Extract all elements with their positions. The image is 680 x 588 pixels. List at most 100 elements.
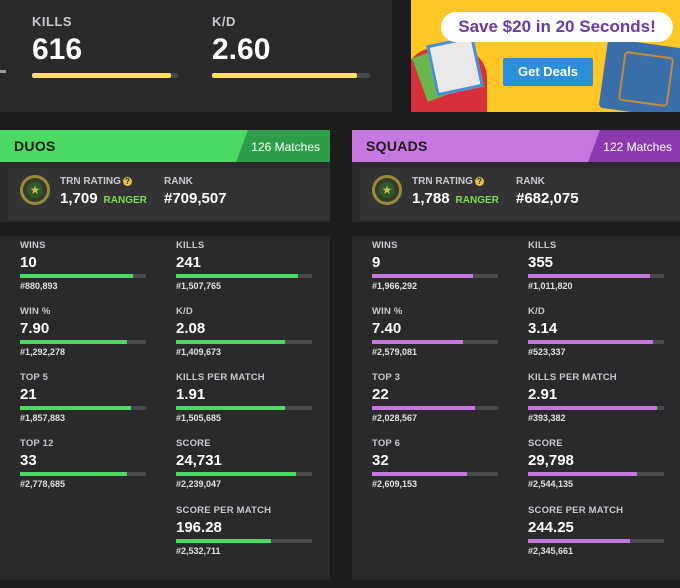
stat-bar xyxy=(20,472,146,476)
stat-block: KILLS PER MATCH 1.91 #1,505,685 xyxy=(176,372,316,423)
stat-label: WIN % xyxy=(372,306,403,317)
stat-block: SCORE 29,798 #2,544,135 xyxy=(528,438,668,489)
stat-label: TOP 3 xyxy=(372,372,401,383)
rating-value: 1,788 RANGER xyxy=(412,190,499,207)
stat-bar xyxy=(32,73,178,78)
stat-rank: #1,011,820 xyxy=(528,281,573,291)
stat-rank: #2,345,661 xyxy=(528,546,574,556)
stat-rank: #2,028,567 xyxy=(372,413,418,423)
stat-value: 29,798 xyxy=(528,452,574,469)
stat-label: KILLS xyxy=(32,14,73,29)
notebook-image xyxy=(426,35,484,97)
header-tab xyxy=(236,130,330,162)
stat-value: 3.14 xyxy=(528,320,558,337)
duos-panel: DUOS 126 Matches ★ TRN RATING? 1,709 RANG… xyxy=(0,130,330,580)
stat-value: 2.60 xyxy=(212,33,271,66)
stat-bar xyxy=(528,539,664,543)
info-icon[interactable]: ? xyxy=(474,177,484,186)
stat-value: 10 xyxy=(20,254,37,271)
stat-bar xyxy=(20,340,146,344)
stat-bar xyxy=(528,274,664,278)
header-tab xyxy=(588,130,680,162)
divider xyxy=(352,222,680,236)
stat-block: WINS 9 #1,966,292 xyxy=(372,240,512,291)
stat-value: 9 xyxy=(372,254,381,271)
stat-label: KILLS xyxy=(176,240,205,251)
stat-rank: #1,292,278 xyxy=(20,347,66,357)
jeans-pocket-image xyxy=(617,50,675,108)
stat-block: TOP 6 32 #2,609,153 xyxy=(372,438,512,489)
panel-header: SQUADS 122 Matches xyxy=(352,130,680,162)
stat-block: K/D 3.14 #523,337 xyxy=(528,306,668,357)
stat-value: 2.91 xyxy=(528,386,558,403)
squads-panel: SQUADS 122 Matches ★ TRN RATING? 1,788 RA… xyxy=(352,130,680,580)
stat-bar xyxy=(20,274,146,278)
stat-label: SCORE xyxy=(176,438,211,449)
rating-label: TRN RATING? xyxy=(60,176,132,187)
stat-block: KILLS 355 #1,011,820 xyxy=(528,240,668,291)
stat-bar xyxy=(528,472,664,476)
advertisement-banner[interactable]: Save $20 in 20 Seconds! Get Deals xyxy=(411,0,680,112)
stat-label: TOP 6 xyxy=(372,438,401,449)
stat-bar xyxy=(176,274,312,278)
stat-value: 33 xyxy=(20,452,37,469)
stat-value: 21 xyxy=(20,386,37,403)
edge-bar xyxy=(0,70,6,73)
stat-rank: #2,532,711 xyxy=(176,546,221,556)
rank-value: #682,075 xyxy=(516,190,579,207)
overall-kills: KILLS 616 xyxy=(32,14,178,78)
stat-block: WIN % 7.90 #1,292,278 xyxy=(20,306,160,357)
stat-bar xyxy=(372,340,498,344)
stat-bar xyxy=(372,472,498,476)
stat-value: 2.08 xyxy=(176,320,206,337)
matches-count: 122 Matches xyxy=(603,140,672,154)
stat-rank: #1,505,685 xyxy=(176,413,222,423)
stat-rank: #880,893 xyxy=(20,281,58,291)
stat-label: TOP 5 xyxy=(20,372,49,383)
rank-label: RANK xyxy=(164,176,193,187)
stat-block: TOP 12 33 #2,778,685 xyxy=(20,438,160,489)
stat-value: 7.90 xyxy=(20,320,50,337)
stat-value: 24,731 xyxy=(176,452,222,469)
rank-value: #709,507 xyxy=(164,190,227,207)
stat-label: SCORE PER MATCH xyxy=(528,505,624,516)
stat-value: 196.28 xyxy=(176,519,222,536)
tier-badge: RANGER xyxy=(455,195,499,206)
rank-emblem-icon: ★ xyxy=(372,175,402,205)
rating-value: 1,709 RANGER xyxy=(60,190,147,207)
stat-block: WIN % 7.40 #2,579,081 xyxy=(372,306,512,357)
stat-value: 241 xyxy=(176,254,202,271)
stat-rank: #1,409,673 xyxy=(176,347,222,357)
stat-bar xyxy=(20,406,146,410)
overall-kd: K/D 2.60 xyxy=(212,14,370,78)
stat-rank: #393,382 xyxy=(528,413,566,423)
ad-headline: Save $20 in 20 Seconds! xyxy=(441,12,673,42)
rank-emblem-icon: ★ xyxy=(20,175,50,205)
stat-label: WINS xyxy=(20,240,46,251)
stat-rank: #2,544,135 xyxy=(528,479,574,489)
stat-block: TOP 5 21 #1,857,883 xyxy=(20,372,160,423)
stat-label: K/D xyxy=(528,306,545,317)
mode-title: SQUADS xyxy=(366,138,428,154)
stat-label: WIN % xyxy=(20,306,51,317)
stat-bar xyxy=(176,406,312,410)
stat-bar xyxy=(528,340,664,344)
stat-bar xyxy=(176,539,312,543)
stat-label: K/D xyxy=(212,14,236,29)
matches-count: 126 Matches xyxy=(251,140,320,154)
get-deals-button[interactable]: Get Deals xyxy=(503,58,593,86)
info-icon[interactable]: ? xyxy=(122,177,132,186)
stat-rank: #2,239,047 xyxy=(176,479,222,489)
stat-bar xyxy=(212,73,370,78)
stat-label: TOP 12 xyxy=(20,438,54,449)
stat-bar xyxy=(528,406,664,410)
rating-label: TRN RATING? xyxy=(412,176,484,187)
stat-label: KILLS PER MATCH xyxy=(176,372,265,383)
mode-title: DUOS xyxy=(14,138,56,154)
stat-block: SCORE 24,731 #2,239,047 xyxy=(176,438,316,489)
stat-bar xyxy=(176,472,312,476)
stat-value: 7.40 xyxy=(372,320,402,337)
stat-block: TOP 3 22 #2,028,567 xyxy=(372,372,512,423)
stat-rank: #1,966,292 xyxy=(372,281,418,291)
stat-rank: #2,778,685 xyxy=(20,479,66,489)
